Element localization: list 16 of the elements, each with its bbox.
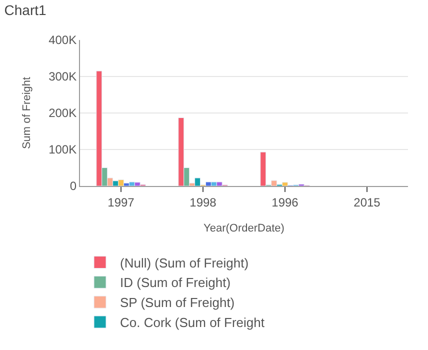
- x-tick-label: 1996: [272, 195, 299, 210]
- y-tick-label: 0: [70, 179, 77, 194]
- x-tick-label: 1998: [190, 195, 217, 210]
- chart-title: Chart1: [4, 2, 47, 18]
- legend-label: SP (Sum of Freight): [120, 295, 235, 310]
- legend-label: (Null) (Sum of Freight): [120, 255, 249, 270]
- y-tick-label: 400K: [48, 33, 77, 48]
- x-tick-label: 1997: [108, 195, 135, 210]
- y-axis-title: Sum of Freight: [21, 76, 34, 150]
- y-tick-label: 200K: [48, 106, 77, 120]
- legend-label: Co. Cork (Sum of Freight: [120, 315, 265, 330]
- x-axis-title: Year(OrderDate): [204, 222, 284, 235]
- y-tick-label: 100K: [48, 142, 77, 157]
- y-tick-label: 300K: [48, 70, 77, 84]
- x-tick-label: 2015: [354, 195, 381, 210]
- legend-label: ID (Sum of Freight): [120, 275, 231, 290]
